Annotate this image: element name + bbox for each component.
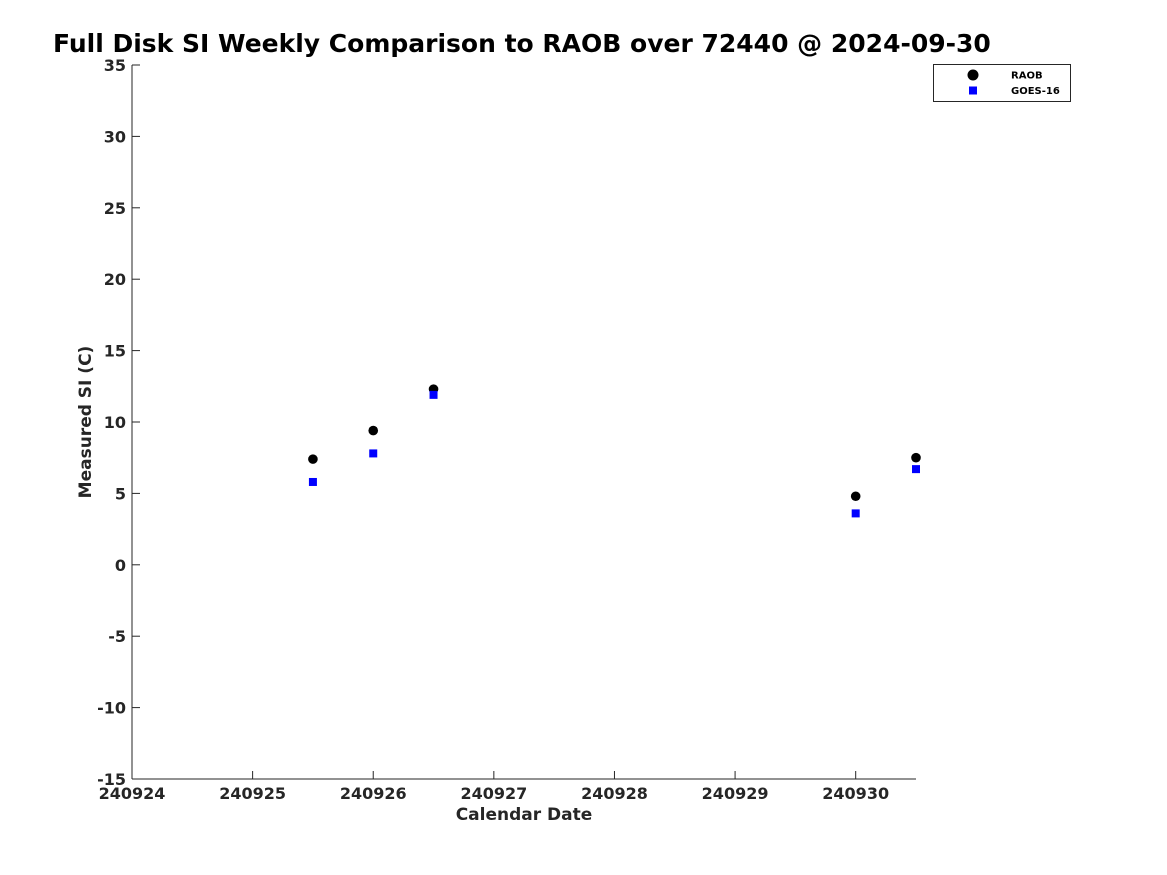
y-tick-label: 30 [104, 127, 126, 146]
x-tick-label: 240925 [219, 784, 286, 803]
y-axis-label: Measured SI (C) [76, 346, 96, 499]
data-point-raob [308, 454, 318, 464]
chart-title: Full Disk SI Weekly Comparison to RAOB o… [53, 29, 991, 58]
legend-marker-raob [967, 69, 979, 81]
data-point-raob [911, 452, 921, 463]
y-tick-label: -10 [97, 699, 126, 718]
data-point-goes-16 [851, 509, 860, 518]
data-point-goes-16 [308, 477, 317, 486]
legend-label-goes-16: GOES-16 [1011, 86, 1060, 97]
x-axis-ticks: 240924 240925 240926 240927 240928 240929 2409… [99, 771, 889, 803]
y-tick-label: 25 [104, 199, 126, 218]
data-points [308, 384, 921, 518]
chart-legend: RAOB GOES-16 [933, 64, 1071, 102]
x-axis-label: Calendar Date [456, 805, 593, 825]
data-point-goes-16 [429, 390, 438, 399]
x-tick-label: 240930 [822, 784, 889, 803]
data-point-goes-16 [369, 449, 378, 458]
y-tick-label: 15 [104, 342, 126, 361]
y-tick-label: -5 [108, 627, 126, 646]
y-tick-label: -15 [97, 770, 126, 789]
legend-marker-goes-16 [969, 86, 977, 95]
y-axis-ticks: -15 -10 -5 0 5 10 15 20 25 30 35 [97, 56, 140, 789]
x-tick-label: 240928 [581, 784, 648, 803]
y-tick-label: 0 [115, 556, 126, 575]
legend-label-raob: RAOB [1011, 71, 1043, 82]
x-tick-label: 240924 [99, 784, 166, 803]
x-tick-label: 240926 [340, 784, 407, 803]
legend-box [933, 64, 1071, 102]
y-tick-label: 10 [104, 413, 126, 432]
data-point-raob [368, 425, 379, 436]
data-point-goes-16 [912, 465, 920, 474]
y-tick-label: 35 [104, 56, 126, 75]
data-point-raob [850, 491, 861, 502]
x-tick-label: 240929 [702, 784, 769, 803]
y-tick-label: 20 [104, 270, 126, 289]
y-tick-label: 5 [115, 484, 126, 503]
x-tick-label: 240927 [460, 784, 527, 803]
